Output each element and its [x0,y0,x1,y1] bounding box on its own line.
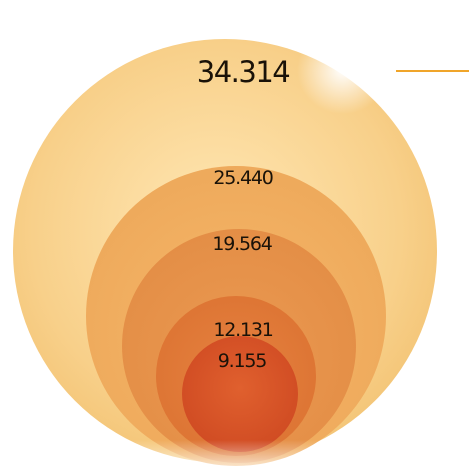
label-9155: 9.155 [218,350,267,372]
floor-fade [0,440,469,472]
bubble-highlight [297,26,389,114]
bubble-9155 [182,336,298,452]
label-19564: 19.564 [212,233,272,255]
label-25440: 25.440 [213,167,272,189]
label-12131: 12.131 [213,319,272,341]
label-34314: 34.314 [197,55,290,89]
